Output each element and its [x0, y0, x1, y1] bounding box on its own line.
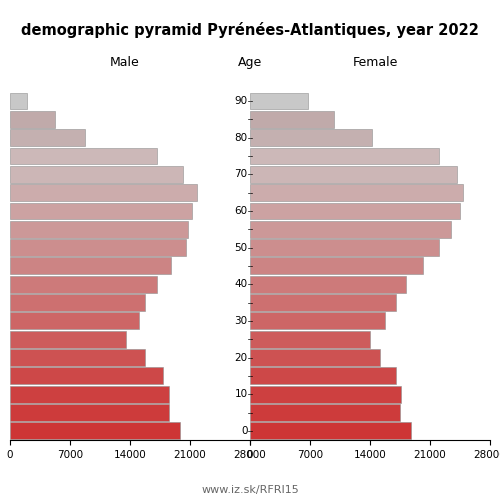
Bar — [10, 184, 197, 201]
Bar — [250, 184, 462, 201]
Text: 90: 90 — [234, 96, 248, 106]
Bar — [250, 294, 396, 311]
Text: Female: Female — [352, 56, 398, 69]
Bar — [10, 129, 86, 146]
Bar — [250, 221, 452, 238]
Bar — [250, 404, 400, 421]
Bar — [10, 92, 27, 110]
Bar — [250, 166, 458, 182]
Text: 10: 10 — [234, 389, 248, 399]
Bar — [10, 258, 171, 274]
Bar — [250, 202, 460, 220]
Text: 20: 20 — [234, 352, 248, 362]
Bar — [10, 276, 158, 292]
Bar — [10, 239, 186, 256]
Bar — [250, 258, 423, 274]
Bar — [250, 239, 438, 256]
Bar — [250, 386, 401, 402]
Bar — [250, 148, 438, 164]
Bar — [10, 111, 54, 128]
Bar — [250, 422, 411, 440]
Bar — [10, 349, 145, 366]
Text: 60: 60 — [234, 206, 248, 216]
Bar — [250, 331, 370, 347]
Text: 80: 80 — [234, 132, 248, 142]
Bar — [10, 312, 138, 330]
Bar — [250, 349, 380, 366]
Bar — [10, 386, 168, 402]
Bar — [10, 404, 168, 421]
Bar — [10, 202, 192, 220]
Text: demographic pyramid Pyrénées-Atlantiques, year 2022: demographic pyramid Pyrénées-Atlantiques… — [21, 22, 479, 38]
Bar — [10, 148, 158, 164]
Text: 50: 50 — [234, 242, 248, 252]
Text: 0: 0 — [241, 426, 248, 436]
Text: www.iz.sk/RFRI15: www.iz.sk/RFRI15 — [201, 485, 299, 495]
Bar — [10, 294, 145, 311]
Bar — [250, 92, 308, 110]
Text: 30: 30 — [234, 316, 248, 326]
Text: 40: 40 — [234, 279, 248, 289]
Text: 70: 70 — [234, 170, 248, 179]
Bar — [10, 422, 179, 440]
Bar — [10, 166, 183, 182]
Bar — [10, 221, 188, 238]
Text: Age: Age — [238, 56, 262, 69]
Bar — [10, 331, 126, 347]
Bar — [250, 312, 386, 330]
Bar — [250, 111, 334, 128]
Text: Male: Male — [110, 56, 140, 69]
Bar — [250, 276, 406, 292]
Bar — [250, 129, 372, 146]
Bar — [10, 368, 162, 384]
Bar — [250, 368, 396, 384]
